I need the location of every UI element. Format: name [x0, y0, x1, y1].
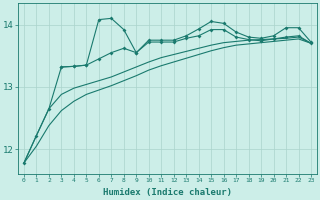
X-axis label: Humidex (Indice chaleur): Humidex (Indice chaleur) — [103, 188, 232, 197]
